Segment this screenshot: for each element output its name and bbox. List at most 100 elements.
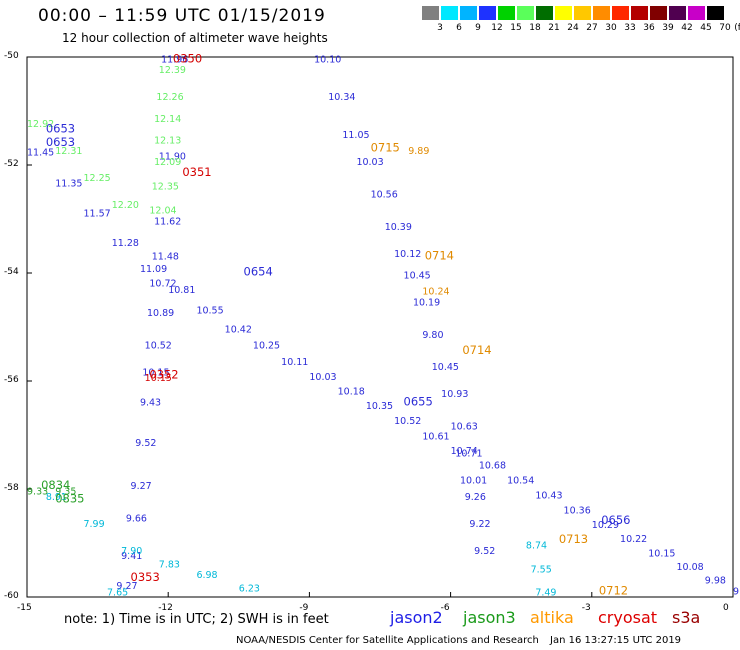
wave-height-value: 10.10 [314, 54, 341, 65]
wave-height-value: 12.09 [154, 157, 181, 168]
wave-height-value: 10.35 [366, 401, 393, 412]
wave-height-value: 6.98 [196, 570, 217, 581]
pass-time-label: 0352 [149, 367, 178, 381]
color-scale-label: 12 [491, 23, 503, 33]
pass-time-label: 0353 [131, 570, 160, 584]
legend-jason3: jason3 [463, 608, 516, 627]
color-swatch [707, 6, 724, 20]
wave-height-value: 10.34 [328, 92, 355, 103]
color-scale-label: 15 [510, 23, 522, 33]
wave-height-value: 10.29 [592, 520, 619, 531]
pass-time-label: 0653 [46, 122, 75, 136]
color-scale-label: 21 [548, 23, 560, 33]
wave-height-value: 12.04 [149, 206, 176, 217]
map-frame [26, 56, 734, 598]
color-scale-label: 39 [662, 23, 674, 33]
wave-height-value: 10.52 [394, 416, 421, 427]
wave-height-value: 10.18 [338, 387, 365, 398]
pass-time-label: 0713 [559, 532, 588, 546]
wave-height-value: 10.36 [564, 505, 591, 516]
wave-height-value: 10.61 [422, 431, 449, 442]
color-swatch [593, 6, 610, 20]
wave-height-value: 12.25 [83, 173, 110, 184]
wave-height-value: 11.90 [159, 152, 186, 163]
wave-height-value: 10.15 [648, 549, 675, 560]
wave-height-value: 6.23 [239, 584, 260, 595]
wave-height-value: 9.26 [465, 492, 486, 503]
wave-height-value: 11.35 [55, 179, 82, 190]
wave-height-value: 10.63 [451, 422, 478, 433]
footer-note: note: 1) Time is in UTC; 2) SWH is in fe… [64, 612, 329, 627]
wave-height-value: 10.03 [356, 157, 383, 168]
wave-height-value: 10.93 [441, 389, 468, 400]
wave-height-value: 10.89 [147, 308, 174, 319]
color-swatch [460, 6, 477, 20]
wave-height-value: 8.91 [46, 492, 67, 503]
wave-height-value: 10.45 [404, 270, 431, 281]
color-swatch [517, 6, 534, 20]
color-scale-label: 9 [475, 23, 481, 33]
pass-time-label: 0656 [601, 513, 630, 527]
wave-height-value: 11.57 [83, 208, 110, 219]
color-scale-label: 18 [529, 23, 541, 33]
track-jason2: 11.45 11.35 11.57 11.28 11.0910.8110.5510.42… [27, 147, 740, 597]
wave-height-value: 11.05 [342, 130, 369, 141]
latitude-tick-label: -54 [4, 267, 19, 277]
wave-height-value: 12.20 [112, 200, 139, 211]
pass-time-label: 0654 [244, 265, 273, 279]
longitude-tick-label: -15 [17, 603, 32, 613]
wave-height-value: 7.65 [107, 587, 128, 598]
wave-height-value: 10.19 [413, 297, 440, 308]
generated-timestamp: Jan 16 13:27:15 UTC 2019 [550, 635, 682, 646]
wave-height-value: 10.08 [677, 562, 704, 573]
pass-time-label: 0835 [55, 492, 84, 506]
wave-height-value: 10.15 [142, 368, 169, 379]
color-scale-label: 36 [643, 23, 655, 33]
track-cryosat: 10.15 [145, 373, 172, 384]
latitude-tick-label: -50 [4, 51, 19, 61]
color-swatch [688, 6, 705, 20]
track-s3a: 8.91 7.99 7.90 7.83 6.98 6.23 7.65 8.74 7.55 7.49 [46, 492, 557, 599]
wave-height-value: 10.03 [309, 372, 336, 383]
wave-height-value: 9.22 [469, 519, 490, 530]
wave-height-value: 10.56 [371, 189, 398, 200]
color-scale-label: 33 [624, 23, 636, 33]
color-swatch [479, 6, 496, 20]
pass-time-label: 0714 [425, 249, 454, 263]
wave-height-value: 11.96 [161, 54, 188, 65]
wave-height-value: 9.27 [131, 481, 152, 492]
page-subtitle: 12 hour collection of altimeter wave hei… [62, 31, 328, 45]
pass-time-label: 0653 [46, 135, 75, 149]
wave-height-value: 7.90 [121, 546, 142, 557]
wave-height-value: 10.24 [422, 287, 449, 298]
wave-height-value: 9.27 [116, 581, 137, 592]
wave-height-value: 10.74 [451, 446, 478, 457]
legend-s3a: s3a [672, 608, 701, 627]
wave-height-value: 9.80 [422, 330, 443, 341]
wave-height-value: 9.90 [733, 586, 740, 597]
wave-height-value: 9.52 [474, 546, 495, 557]
wave-height-value: 7.49 [535, 587, 556, 598]
track-jason3: 9.33 9.35 [27, 486, 76, 497]
wave-height-value: 9.33 [27, 486, 48, 497]
color-swatch [536, 6, 553, 20]
color-scale-label: 70 [719, 23, 731, 33]
color-swatch [631, 6, 648, 20]
latitude-tick-label: -58 [4, 483, 19, 493]
wave-height-value: 7.83 [159, 559, 180, 570]
longitude-tick-label: 0 [723, 603, 729, 613]
wave-height-value: 11.48 [152, 252, 179, 263]
wave-height-value: 9.89 [408, 146, 429, 157]
longitude-tick-label: -9 [299, 603, 309, 613]
wave-height-value: 9.66 [126, 513, 147, 524]
wave-height-value: 12.13 [154, 135, 181, 146]
color-scale-unit: (ft) [734, 23, 740, 33]
pass-time-label: 0351 [182, 165, 211, 179]
color-scale-label: 42 [681, 23, 693, 33]
color-scale-label: 6 [456, 23, 462, 33]
wave-height-value: 10.45 [432, 362, 459, 373]
track-jason3: 12.92 12.31 12.25 12.20 12.39 12.26 12.14 12.13… [27, 65, 186, 216]
wave-height-value: 11.09 [140, 264, 167, 275]
credit-text: NOAA/NESDIS Center for Satellite Applica… [236, 635, 539, 646]
pass-time-label: 0350 [173, 51, 202, 65]
